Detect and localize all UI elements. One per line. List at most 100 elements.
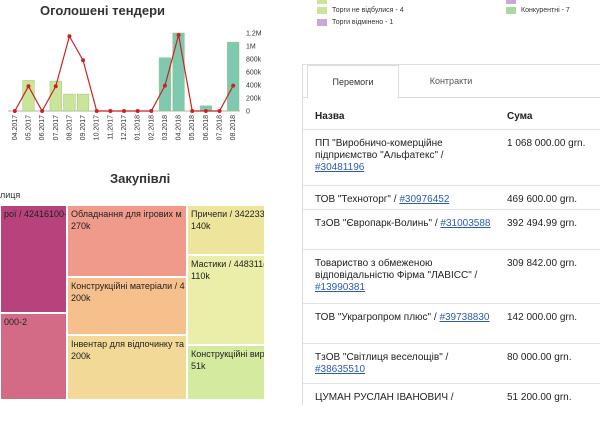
row-sum: 392 494.99 grn. [507, 218, 578, 229]
x-tick-label: 01.2018 [135, 115, 142, 140]
legend-item-1 [317, 0, 332, 4]
legend-item-3: Торги відмінено - 1 [317, 19, 393, 26]
treemap-cell[interactable]: рої / 42416100- [0, 205, 67, 313]
table-row: ПП "Виробничо-комерційне підприємство "А… [303, 129, 600, 186]
tab-contracts[interactable]: Контракти [429, 76, 473, 86]
y-tick-label: 1M [246, 44, 256, 51]
y-tick-label: 200k [246, 96, 262, 103]
row-name: ЦУМАН РУСЛАН ІВАНОВИЧ / [315, 392, 454, 403]
x-tick-label: 08.2017 [66, 115, 73, 140]
chart-bar [76, 93, 90, 112]
row-sum: 1 068 000.00 grn. [507, 138, 586, 149]
x-tick-label: 07.2017 [53, 115, 60, 140]
legend-item-4 [506, 0, 521, 4]
row-name: ТзОВ "Світлиця веселощів" / #38635510 [315, 352, 449, 375]
chart-point [149, 109, 154, 113]
y-tick-label: 800k [246, 57, 262, 64]
row-link[interactable]: #39738830 [439, 312, 490, 323]
row-sum: 309 842.00 grn. [507, 258, 578, 269]
y-tick-label: 600k [246, 70, 262, 77]
row-link[interactable]: #13990381 [315, 282, 366, 293]
chart-bar [172, 32, 185, 112]
chart-series-line [14, 34, 234, 113]
x-tick-label: 08.2018 [230, 115, 237, 140]
row-sum: 469 600.00 grn. [507, 194, 578, 205]
chart-point [217, 109, 222, 113]
y-tick-label: 0 [246, 109, 250, 116]
treemap-cell[interactable]: Причепи / 342233 140k [187, 205, 265, 255]
legend-swatch [506, 7, 516, 14]
x-tick-label: 10.2017 [94, 115, 101, 140]
tenders-title: Оголошені тендери [40, 3, 166, 18]
row-link[interactable]: #30481196 [315, 162, 365, 173]
tab-wins[interactable]: Перемоги [307, 65, 399, 99]
purchases-title: Закупівлі [110, 171, 171, 186]
row-link[interactable]: #30976452 [399, 194, 450, 205]
chart-point [67, 34, 72, 39]
chart-point [81, 58, 86, 63]
legend-swatch [317, 19, 327, 26]
row-sum: 80 000.00 grn. [507, 352, 572, 363]
legend-swatch [317, 0, 327, 4]
row-sum: 51 200.00 grn. [507, 392, 572, 403]
treemap-cell[interactable]: Обладнання для ігрових м 270k [67, 205, 187, 277]
x-tick-label: 06.2018 [203, 115, 210, 140]
x-tick-label: 11.2017 [107, 115, 114, 140]
tab-bar: Перемоги Контракти [303, 65, 600, 99]
legend-swatch [506, 0, 516, 4]
row-name: ТОВ "Украгропром плюс" / #39738830 [315, 312, 490, 323]
legend-item-2: Торги не відбулися - 4 [317, 7, 404, 14]
chart-point [231, 83, 236, 88]
table-row: ЦУМАН РУСЛАН ІВАНОВИЧ / 51 200.00 grn. [303, 383, 600, 424]
x-tick-label: 03.2018 [162, 115, 169, 140]
x-tick-label: 04.2018 [176, 115, 183, 140]
x-tick-label: 12.2017 [121, 115, 128, 140]
x-tick-label: 05.2018 [189, 115, 196, 140]
x-tick-label: 06.2017 [39, 115, 46, 140]
table-row: ТОВ "Украгропром плюс" / #39738830 142 0… [303, 303, 600, 344]
y-tick-label: 400k [246, 83, 262, 90]
winners-panel: Перемоги Контракти Назва Сума ПП "Виробн… [302, 64, 600, 405]
chart-point [176, 32, 181, 37]
treemap-cell[interactable]: Інвентар для відпочинку та 200k [67, 335, 187, 400]
row-sum: 142 000.00 grn. [507, 312, 578, 323]
table-row: ТзОВ "Європарк-Волинь" / #31003588 392 4… [303, 209, 600, 250]
x-tick-label: 04.2017 [12, 115, 19, 140]
treemap-cell[interactable]: Конструкційні матеріали / 4 200k [67, 277, 187, 335]
treemap-cell[interactable]: 000-2 [0, 313, 67, 400]
chart-point [26, 84, 31, 89]
table-row: ТОВ "Техноторг" / #30976452 469 600.00 g… [303, 185, 600, 210]
chart-point [40, 109, 45, 113]
x-tick-label: 07.2018 [217, 115, 224, 140]
row-name: Товариство з обмеженою відповідальністю … [315, 258, 478, 293]
chart-point [190, 109, 195, 113]
treemap-cell[interactable]: Конструкційні вир 51k [187, 345, 265, 400]
legend-item-5: Конкурентні - 7 [506, 7, 570, 14]
chart-point [122, 109, 126, 113]
x-tick-label: 09.2017 [80, 115, 87, 140]
chart-point [53, 84, 58, 89]
chart-point [108, 109, 113, 113]
row-name: ПП "Виробничо-комерційне підприємство "А… [315, 138, 444, 173]
treemap-header: лиця [0, 190, 21, 200]
row-link[interactable]: #38635510 [315, 364, 366, 375]
row-name: ТзОВ "Європарк-Волинь" / #31003588 [315, 218, 491, 229]
chart-point [94, 109, 99, 113]
x-tick-label: 02.2018 [148, 115, 155, 140]
table-row: ТзОВ "Світлиця веселощів" / #38635510 80… [303, 343, 600, 384]
chart-point [12, 109, 17, 113]
treemap: рої / 42416100- 000-2 Обладнання для ігр… [0, 205, 265, 400]
x-tick-label: 05.2017 [25, 115, 32, 140]
legend-swatch [317, 7, 327, 14]
row-name: ТОВ "Техноторг" / #30976452 [315, 194, 450, 205]
column-header-sum: Сума [507, 111, 533, 122]
column-header-name: Назва [315, 111, 345, 122]
chart-point [135, 109, 140, 113]
chart-bar [227, 41, 240, 112]
chart-point [203, 109, 208, 113]
tenders-chart: 0 200k 400k 600k 800k 1M 1.2M 04.2017 05.2017 06.… [8, 31, 262, 140]
chart-point [162, 83, 167, 88]
row-link[interactable]: #31003588 [440, 218, 491, 229]
table-row: Товариство з обмеженою відповідальністю … [303, 249, 600, 304]
treemap-cell[interactable]: Мастики / 448311( 110k [187, 255, 265, 345]
